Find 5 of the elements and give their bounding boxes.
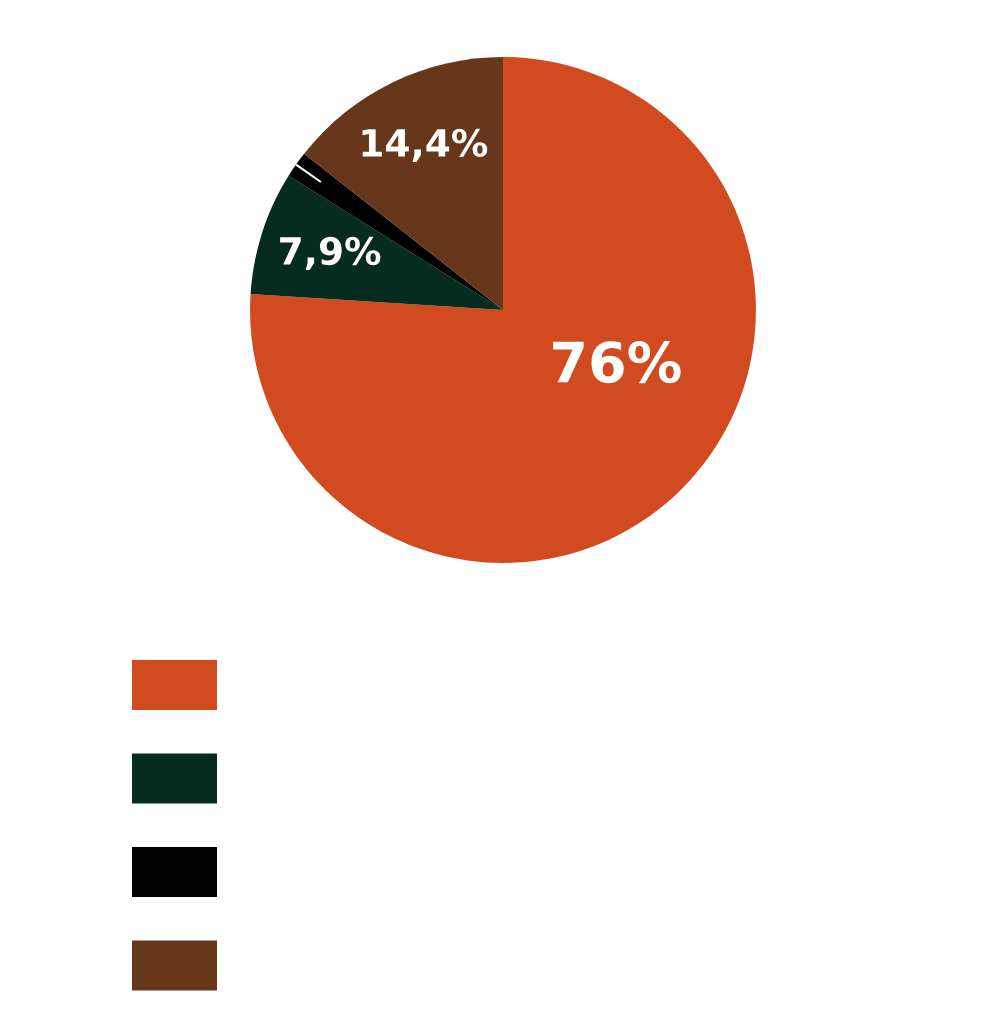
- pie-slice: [250, 175, 503, 310]
- data-label: 76%: [553, 341, 681, 384]
- data-label: 7,9%: [280, 236, 381, 270]
- data-label: 14,4%: [362, 128, 488, 162]
- pie-slice: [250, 57, 756, 563]
